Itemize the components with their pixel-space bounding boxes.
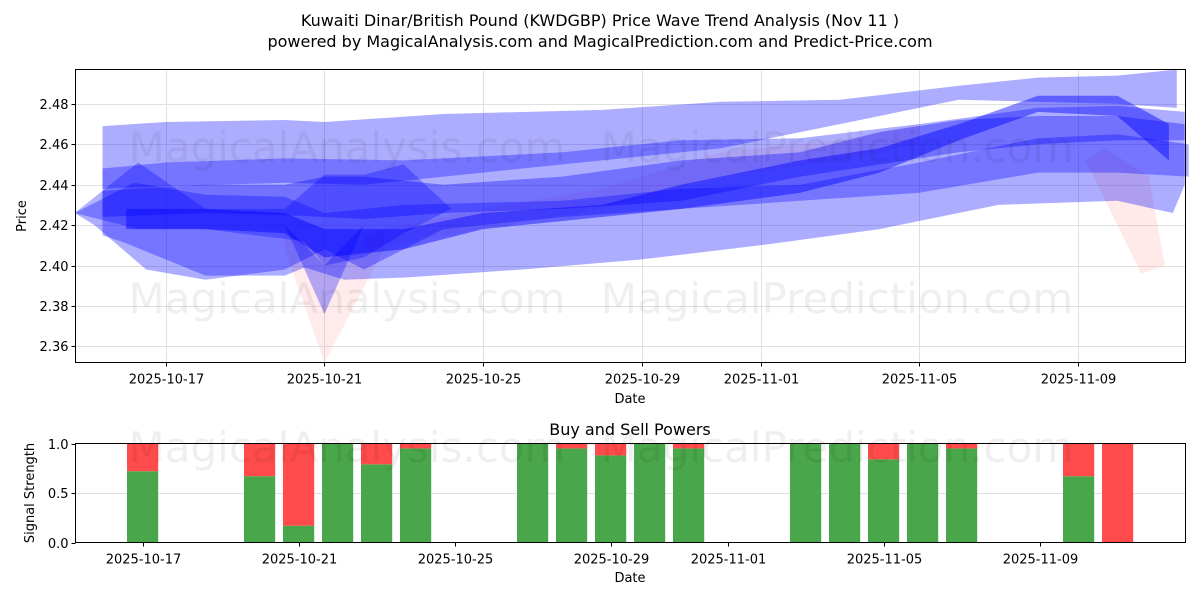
signal-y-label: Signal Strength (23, 443, 38, 543)
y-tick-label: 2.42 (40, 219, 69, 234)
band-wide-outer (102, 69, 1177, 189)
y-tick-label: 2.48 (40, 98, 69, 113)
x-tick-label: 2025-11-01 (724, 373, 800, 388)
band-red-tail (1085, 148, 1165, 274)
buy-bar (517, 443, 549, 543)
y-tick-label: 2.40 (40, 260, 69, 275)
signal-bars (127, 443, 1134, 543)
buy-bar (556, 448, 588, 543)
y-tick-label: 2.38 (40, 300, 69, 315)
buy-bar (322, 443, 354, 543)
signal-chart-title: Buy and Sell Powers (549, 420, 711, 439)
chart-subtitle: powered by MagicalAnalysis.com and Magic… (267, 32, 932, 51)
buy-bar (400, 448, 432, 543)
x-tick-label: 2025-11-05 (882, 373, 958, 388)
x-tick-label: 2025-10-21 (287, 373, 363, 388)
sell-bar (244, 443, 276, 477)
price-x-axis: 2025-10-17 2025-10-21 2025-10-25 2025-10-29… (129, 362, 1117, 388)
sell-bar (595, 443, 627, 456)
signal-chart: Buy and Sell Powers MagicalAnalysis.com … (23, 420, 1186, 586)
buy-bar (868, 459, 900, 543)
watermark-prediction-mid: MagicalPrediction.com (601, 274, 1074, 323)
sell-bar (1102, 443, 1134, 543)
y-tick-label: 2.46 (40, 138, 69, 153)
band-red-dip (284, 229, 384, 363)
x-tick-label: 2025-10-29 (605, 373, 681, 388)
price-plot-frame (75, 69, 1186, 363)
price-y-axis: 2.36 2.38 2.40 2.42 2.44 2.46 2.48 (40, 98, 76, 355)
buy-bar (829, 443, 861, 543)
band-dip (284, 225, 365, 314)
band-core (126, 95, 1169, 258)
band-wide-lower (102, 105, 1185, 280)
buy-bar (790, 443, 822, 543)
y-tick-label: 1.0 (48, 438, 69, 453)
signal-y-axis: 0.0 0.5 1.0 (48, 438, 76, 552)
x-tick-label: 2025-10-17 (106, 553, 182, 568)
sell-bar (868, 443, 900, 460)
price-x-label: Date (614, 392, 645, 407)
chart-title: Kuwaiti Dinar/British Pound (KWDGBP) Pri… (301, 11, 899, 30)
x-tick-label: 2025-10-25 (418, 553, 494, 568)
buy-bar (673, 448, 705, 543)
buy-bar (283, 525, 315, 543)
y-tick-label: 2.36 (40, 340, 69, 355)
sell-bar (556, 443, 588, 449)
buy-bar (1063, 476, 1095, 543)
buy-bar (127, 471, 159, 543)
sell-bar (361, 443, 393, 465)
buy-bar (244, 476, 276, 543)
x-tick-label: 2025-11-09 (1041, 373, 1117, 388)
band-diamond (74, 162, 452, 266)
signal-x-axis: 2025-10-17 2025-10-21 2025-10-25 2025-10-29… (106, 542, 1079, 568)
signal-x-label: Date (614, 571, 645, 586)
x-tick-label: 2025-10-25 (446, 373, 522, 388)
buy-bar (946, 448, 978, 543)
buy-bar (361, 464, 393, 543)
price-wave-bands (74, 69, 1189, 363)
x-tick-label: 2025-11-01 (691, 553, 767, 568)
band-low-envelope (74, 134, 1189, 280)
y-tick-label: 0.0 (48, 537, 69, 552)
watermark-prediction-top: MagicalPrediction.com (601, 123, 1074, 172)
watermark-prediction-bottom: MagicalPrediction.com (601, 423, 1074, 472)
sell-bar (400, 443, 432, 449)
x-tick-label: 2025-11-09 (1003, 553, 1079, 568)
sell-bar (1063, 443, 1095, 477)
price-chart: MagicalAnalysis.com MagicalPrediction.co… (15, 69, 1189, 407)
buy-bar (634, 443, 666, 543)
sell-bar (946, 443, 978, 449)
watermark-analysis-bottom: MagicalAnalysis.com (129, 423, 566, 472)
band-mid-band (102, 116, 1185, 219)
sell-bar (127, 443, 159, 472)
sell-bar (283, 443, 315, 526)
y-tick-label: 2.44 (40, 179, 69, 194)
price-y-label: Price (15, 200, 30, 232)
x-tick-label: 2025-10-17 (129, 373, 205, 388)
x-tick-label: 2025-10-21 (262, 553, 338, 568)
watermark-analysis-top: MagicalAnalysis.com (129, 123, 566, 172)
x-tick-label: 2025-10-29 (574, 553, 650, 568)
x-tick-label: 2025-11-05 (847, 553, 923, 568)
band-red-rise (364, 124, 920, 250)
y-tick-label: 0.5 (48, 487, 69, 502)
watermark-analysis-mid: MagicalAnalysis.com (129, 274, 566, 323)
buy-bar (595, 455, 627, 543)
price-grid (75, 69, 1186, 363)
buy-bar (907, 443, 939, 543)
sell-bar (673, 443, 705, 449)
